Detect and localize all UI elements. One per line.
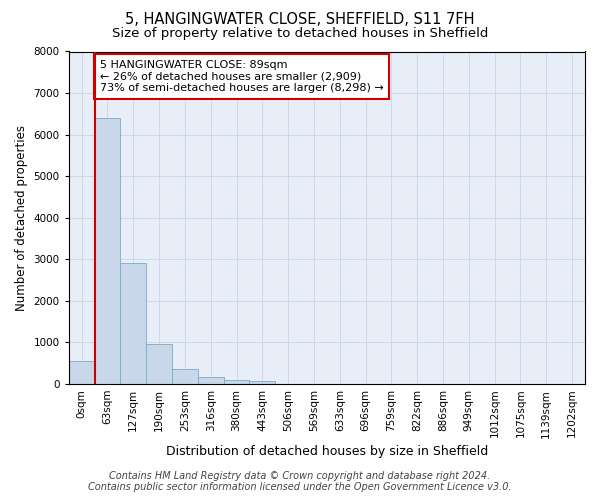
X-axis label: Distribution of detached houses by size in Sheffield: Distribution of detached houses by size … bbox=[166, 444, 488, 458]
Text: 5, HANGINGWATER CLOSE, SHEFFIELD, S11 7FH: 5, HANGINGWATER CLOSE, SHEFFIELD, S11 7F… bbox=[125, 12, 475, 28]
Bar bbox=[198, 378, 224, 384]
Bar bbox=[172, 369, 198, 384]
Y-axis label: Number of detached properties: Number of detached properties bbox=[15, 124, 28, 310]
Bar bbox=[250, 381, 275, 384]
Bar bbox=[121, 262, 146, 384]
Bar bbox=[224, 380, 250, 384]
Text: Size of property relative to detached houses in Sheffield: Size of property relative to detached ho… bbox=[112, 28, 488, 40]
Text: 5 HANGINGWATER CLOSE: 89sqm
← 26% of detached houses are smaller (2,909)
73% of : 5 HANGINGWATER CLOSE: 89sqm ← 26% of det… bbox=[100, 60, 383, 93]
Bar bbox=[69, 360, 95, 384]
Text: Contains HM Land Registry data © Crown copyright and database right 2024.
Contai: Contains HM Land Registry data © Crown c… bbox=[88, 471, 512, 492]
Bar bbox=[146, 344, 172, 384]
Bar bbox=[95, 118, 121, 384]
